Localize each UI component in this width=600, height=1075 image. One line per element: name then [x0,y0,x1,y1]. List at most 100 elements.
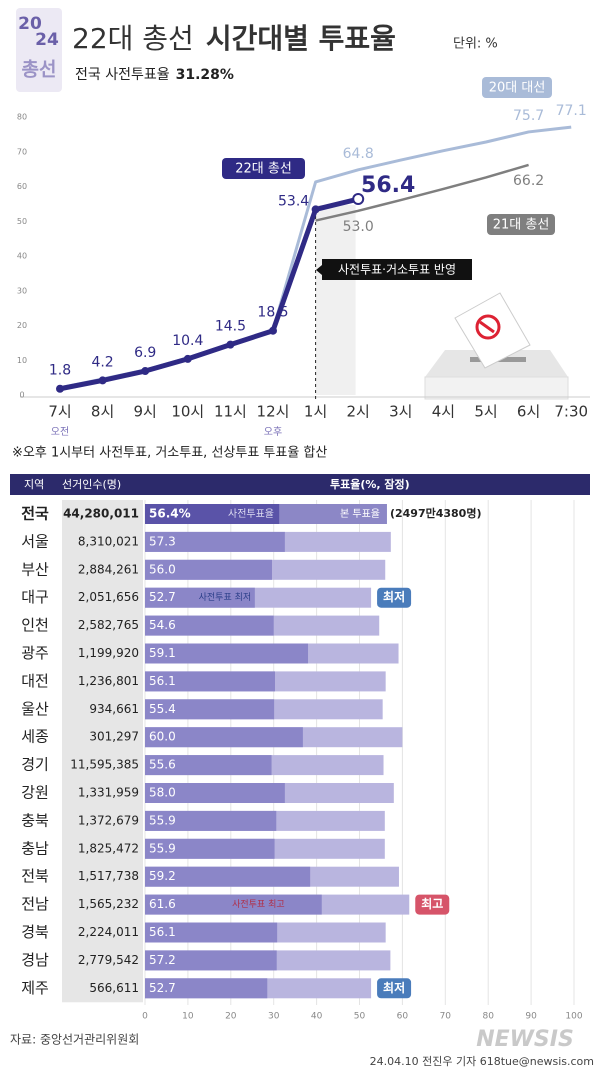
x-sublabel: 오후 [264,426,282,438]
subtitle: 전국 사전투표율 31.28% [75,67,234,83]
early-bar [145,699,275,720]
x-tick-label: 7시 [48,403,71,421]
electors: 8,310,021 [78,534,139,548]
x-tick-label: 20 [225,1012,237,1022]
value-label: 53.4 [278,193,309,209]
y-tick-label: 20 [17,321,27,330]
early-bar [145,838,275,859]
early-bar [145,783,285,803]
electors: 1,199,920 [78,646,139,660]
x-tick-label: 2시 [347,403,370,421]
point [56,384,64,393]
early-bar [145,894,322,915]
early-bar [145,504,280,524]
annotation: 사전투표·거소투표 반영 [338,263,456,277]
region: 인천 [21,616,49,634]
badge-box [377,978,412,999]
early-bar [145,950,277,971]
title-bold: 시간대별 투표율 [206,22,396,55]
x-tick-label: 40 [311,1012,323,1022]
region: 충남 [21,839,49,857]
y-tick-label: 50 [17,217,27,226]
region: 대전 [21,672,49,690]
title: 22대 총선 시간대별 투표율 [72,22,396,55]
region: 강원 [21,784,49,802]
value-label: 6.9 [134,345,156,361]
region: 경북 [21,923,49,941]
electors: 566,611 [89,981,139,995]
value-label: 75.7 [513,108,544,124]
early-bar [145,978,268,999]
point [311,205,320,214]
logo: 20 24 총선 [16,8,62,92]
badge-note: 사전투표 최고 [232,899,285,910]
electors: 2,884,261 [78,562,139,576]
region: 부산 [21,560,49,578]
series-line [315,163,529,222]
series-name: 21대 총선 [493,218,550,233]
electors: 11,595,385 [70,758,139,772]
value-label: 55.9 [149,841,176,855]
early-bar [145,559,272,580]
early-bar [145,615,274,636]
y-tick-label: 80 [17,113,27,122]
main-label: 본 투표율 [340,508,380,520]
x-tick-label: 9시 [134,403,157,421]
electors: 44,280,011 [63,507,139,521]
x-tick-label: 80 [482,1012,494,1022]
value-label: 18.5 [257,305,288,321]
ballot-stamp [479,320,495,334]
x-tick-label: 3시 [389,403,412,421]
value-label: 64.8 [343,146,374,162]
value-label: 14.5 [215,319,246,335]
value-label: 10.4 [172,333,203,349]
early-label: 사전투표율 [228,508,274,520]
series-name-box [487,214,555,235]
x-tick-label: 5시 [474,403,497,421]
electors: 2,051,656 [78,590,139,604]
ballot-box [424,292,569,400]
early-bar [145,727,303,748]
value-label: 56.4% [149,507,191,521]
value-label: 52.7 [149,981,176,995]
title-main: 22대 총선 [72,22,194,55]
x-tick-label: 11시 [214,403,247,421]
value-label: 55.9 [149,813,176,827]
region: 울산 [21,700,49,718]
value-label: 58.0 [149,786,176,800]
value-label: 52.7 [149,590,176,604]
region: 전국 [21,505,49,523]
electors: 1,517,738 [78,869,139,883]
count-label: (2497만4380명) [390,506,482,520]
x-tick-label: 90 [525,1012,537,1022]
early-bar [145,643,309,664]
x-tick-label: 30 [268,1012,280,1022]
logo-text: 20 [18,14,42,34]
value-label: 55.4 [149,702,176,716]
note: ※오후 1시부터 사전투표, 거소투표, 선상투표 투표율 합산 [12,446,327,461]
point [352,193,365,206]
logo-text: 총선 [22,59,57,81]
point [141,367,150,376]
elector-column [62,500,143,1003]
early-bar [145,587,255,608]
point [98,376,107,385]
point [226,340,235,349]
box-top [425,350,568,377]
electors: 2,224,011 [78,925,139,939]
value-label: 56.1 [149,674,176,688]
value-label: 57.2 [149,953,176,967]
badge-box [415,894,450,915]
badge: 최고 [421,896,443,911]
x-tick-label: 10시 [171,403,204,421]
value-label: 56.4 [361,173,415,198]
x-tick-label: 60 [397,1012,409,1022]
x-tick-label: 7:30 [554,403,588,421]
region: 전북 [21,867,49,885]
early-bar [145,922,278,943]
early-bar [145,866,311,887]
electors: 1,372,679 [78,813,139,827]
x-tick-label: 50 [354,1012,366,1022]
